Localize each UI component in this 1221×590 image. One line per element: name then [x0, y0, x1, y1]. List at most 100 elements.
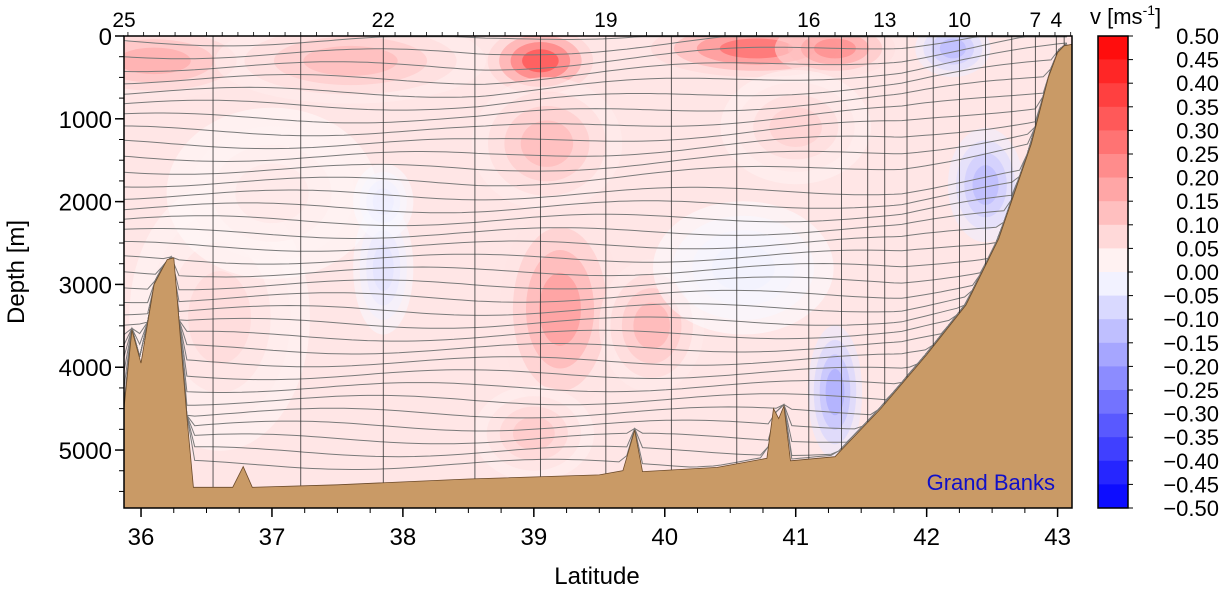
colorbar-tick-label: 0.25 — [1176, 142, 1219, 167]
velocity-cell — [473, 385, 595, 482]
colorbar-swatch — [1098, 460, 1128, 485]
colorbar: 0.500.450.400.350.300.250.200.150.100.05… — [1097, 24, 1219, 521]
colorbar-tick-label: −0.15 — [1163, 331, 1219, 356]
colorbar-swatch — [1098, 413, 1128, 438]
colorbar-tick-label: −0.20 — [1163, 354, 1219, 379]
colorbar-swatch — [1098, 201, 1128, 226]
isopycnal-line — [124, 43, 1068, 291]
isopycnal-line — [124, 36, 1067, 60]
colorbar-label: v [ms-1] — [1090, 2, 1161, 29]
colorbar-swatch — [1098, 319, 1128, 344]
plot-frame — [123, 35, 1073, 509]
y-tick-label: 5000 — [59, 438, 112, 465]
velocity-contour-band — [520, 120, 574, 167]
station-label: 13 — [873, 9, 896, 32]
x-tick-label: 39 — [520, 524, 547, 551]
velocity-cell — [124, 36, 260, 99]
isopycnal-line — [124, 43, 1068, 368]
colorbar-swatch — [1098, 36, 1128, 60]
colorbar-swatch — [1098, 59, 1128, 84]
station-lines — [124, 36, 1065, 488]
isopycnal-line — [124, 43, 1068, 355]
colorbar-tick-label: −0.45 — [1163, 472, 1219, 497]
colorbar-tick-label: −0.10 — [1163, 307, 1219, 332]
isopycnal-line — [124, 43, 1068, 201]
station-labels: 25 22 19 16 13 10 7 4 — [112, 9, 1072, 36]
bathymetry — [123, 43, 1073, 509]
velocity-cell — [215, 36, 487, 104]
y-tick-label: 3000 — [59, 272, 112, 299]
colorbar-tick-label: 0.20 — [1176, 166, 1219, 191]
isopycnal-line — [124, 43, 1068, 278]
velocity-contour-band — [512, 416, 555, 451]
velocity-contour-band — [769, 107, 822, 147]
station-label: 25 — [112, 9, 135, 32]
x-axis-label: Latitude — [554, 563, 639, 590]
isopycnal-line — [124, 43, 1068, 214]
isopycnal-line — [124, 43, 1068, 329]
isopycnal-line — [124, 43, 1068, 188]
colorbar-swatch — [1098, 130, 1128, 155]
colorbar-swatch — [1098, 342, 1128, 367]
colorbar-tick-label: −0.50 — [1163, 496, 1219, 521]
isopycnal-line — [124, 43, 1068, 150]
isopycnal-line — [124, 43, 1068, 163]
colorbar-swatch — [1098, 484, 1128, 509]
y-axis-label: Depth [m] — [3, 220, 30, 324]
isopycnal-line — [124, 43, 1068, 137]
station-label: 22 — [372, 9, 395, 32]
station-label: 19 — [594, 9, 617, 32]
station-label: 7 — [1029, 9, 1041, 32]
colorbar-swatch — [1098, 106, 1128, 131]
isopycnal-line — [124, 43, 1068, 470]
velocity-contour-band — [719, 38, 794, 59]
colorbar-swatch — [1098, 224, 1128, 249]
y-tick-label: 4000 — [59, 355, 112, 382]
colorbar-tick-label: −0.25 — [1163, 378, 1219, 403]
isopycnal-line — [124, 43, 1068, 316]
colorbar-swatch — [1098, 295, 1128, 320]
colorbar-tick-label: 0.50 — [1176, 24, 1219, 49]
colorbar-tick-label: 0.00 — [1176, 260, 1219, 285]
colorbar-tick-label: 0.15 — [1176, 189, 1219, 214]
colorbar-tick-label: 0.10 — [1176, 213, 1219, 238]
isopycnal-line — [124, 43, 1068, 111]
colorbar-tick-label: 0.35 — [1176, 95, 1219, 120]
station-label: 10 — [948, 9, 971, 32]
plot-area: Grand Banks — [123, 35, 1073, 509]
colorbar-swatch — [1098, 83, 1128, 108]
isopycnal-line — [124, 43, 1068, 381]
velocity-cell — [499, 204, 621, 415]
colorbar-tick-label: −0.40 — [1163, 449, 1219, 474]
colorbar-tick-label: 0.40 — [1176, 71, 1219, 96]
x-tick-label: 36 — [128, 524, 155, 551]
x-tick-label: 37 — [259, 524, 286, 551]
colorbar-swatch — [1098, 272, 1128, 296]
isopycnal-line — [124, 43, 1068, 175]
x-tick-label: 41 — [782, 524, 809, 551]
isopycnal-line — [124, 43, 1068, 252]
colorbar-swatch — [1098, 390, 1128, 414]
station-label: 16 — [797, 9, 820, 32]
colorbar-tick-label: −0.30 — [1163, 402, 1219, 427]
isopycnal-line — [124, 43, 1068, 265]
x-tick-label: 42 — [913, 524, 940, 551]
velocity-contour-band — [711, 244, 775, 292]
x-tick-label: 38 — [390, 524, 417, 551]
velocity-cell — [471, 76, 623, 211]
velocity-contour-band — [539, 272, 581, 346]
x-tick-label: 40 — [651, 524, 678, 551]
isopycnal-line — [124, 36, 1067, 85]
colorbar-swatch — [1098, 437, 1128, 462]
colorbar-swatch — [1098, 366, 1128, 391]
velocity-contour-band — [124, 47, 191, 75]
x-tick-label: 43 — [1044, 524, 1071, 551]
isopycnal-line — [124, 43, 1068, 304]
colorbar-tick-label: −0.05 — [1163, 284, 1219, 309]
colorbar-swatch — [1098, 154, 1128, 178]
y-tick-label: 1000 — [59, 107, 112, 134]
isopycnal-line — [124, 36, 1067, 73]
station-label: 4 — [1050, 9, 1062, 32]
colorbar-tick-label: 0.30 — [1176, 118, 1219, 143]
y-tick-label: 2000 — [59, 190, 112, 217]
